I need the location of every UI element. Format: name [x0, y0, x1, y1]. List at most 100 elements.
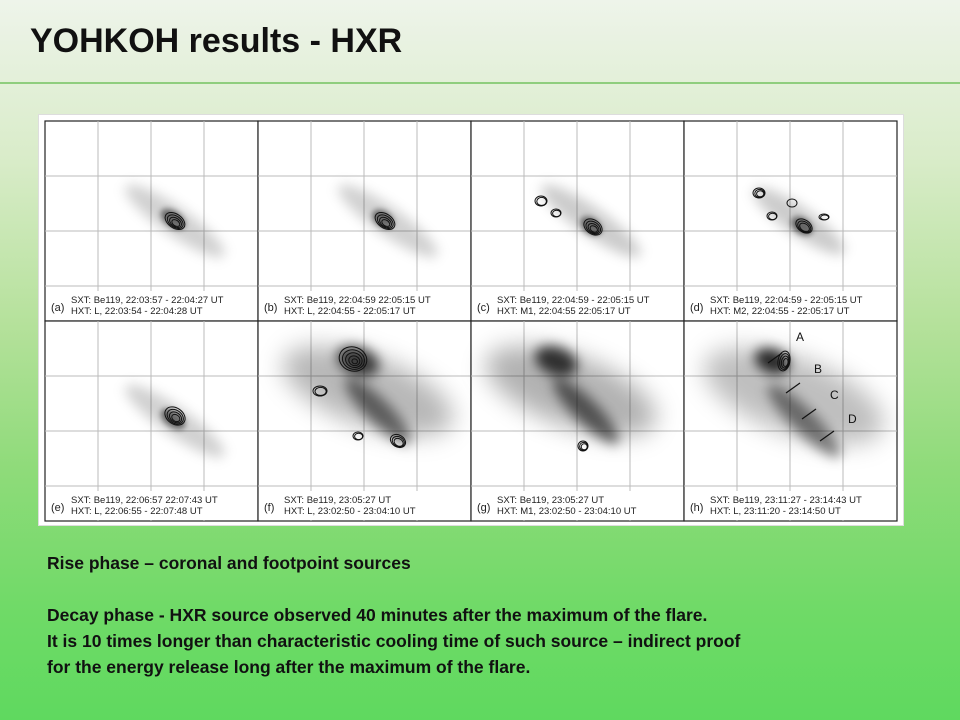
sxt-emission: [703, 347, 885, 445]
hxt-contour: [376, 214, 394, 229]
hxt-contour: [795, 218, 813, 234]
hxt-contour: [820, 214, 830, 221]
hxt-contour: [391, 435, 405, 448]
hxt-label: HXT: L, 22:03:54 - 22:04:28 UT: [71, 306, 203, 317]
panel-letter: (b): [264, 302, 277, 314]
panel-letter: (c): [477, 302, 490, 314]
hxt-contour: [580, 443, 588, 451]
sxt-label: SXT: Be119, 23:05:27 UT: [497, 495, 604, 506]
hxt-contour: [587, 222, 600, 234]
figure-panel: (c) SXT: Be119, 22:04:59 - 22:05:15 UTHXT…: [470, 120, 685, 322]
rise-phase-text: Rise phase – coronal and footpoint sourc…: [47, 553, 411, 573]
hxt-contour: [171, 413, 181, 423]
hxt-contour: [166, 408, 184, 425]
annotation-leader: [801, 408, 817, 420]
hxt-contour: [389, 433, 407, 449]
hxt-contour: [779, 353, 790, 370]
annotation-label: C: [830, 388, 839, 402]
hxt-label: HXT: M1, 22:04:55 22:05:17 UT: [497, 306, 631, 317]
sxt-label: SXT: Be119, 22:03:57 - 22:04:27 UT: [71, 295, 224, 306]
figure-panel: (b) SXT: Be119, 22:04:59 22:05:15 UTHXT: …: [257, 120, 472, 322]
hxt-label: HXT: M2, 22:04:55 - 22:05:17 UT: [710, 306, 850, 317]
figure-panel: (e) SXT: Be119, 22:06:57 22:07:43 UTHXT: …: [44, 320, 259, 522]
hxt-contour: [338, 346, 368, 372]
hxt-contour: [754, 188, 765, 198]
figure-panel: (a) SXT: Be119, 22:03:57 - 22:04:27 UTHXT…: [44, 120, 259, 322]
panel-letter: (f): [264, 502, 274, 514]
hxt-contour: [345, 352, 363, 369]
label-strip: [472, 291, 683, 320]
hxt-contour: [314, 386, 327, 396]
energy-release-text: for the energy release long after the ma…: [47, 657, 531, 677]
sxt-emission: [553, 378, 619, 444]
hxt-contour: [534, 195, 548, 207]
label-strip: [46, 291, 257, 320]
label-strip: [685, 491, 896, 520]
panel-letter: (d): [690, 302, 703, 314]
figure-canvas: (a)SXT: Be119, 22:03:57 - 22:04:27 UTHXT…: [44, 120, 898, 522]
annotation-leader: [767, 352, 783, 364]
hxt-contour: [164, 211, 186, 231]
label-strip: [259, 491, 470, 520]
sxt-label: SXT: Be119, 22:04:59 - 22:05:15 UT: [710, 295, 863, 306]
hxt-contour: [351, 358, 358, 365]
spacer: [47, 576, 927, 602]
slide-body: Rise phase – coronal and footpoint sourc…: [47, 550, 927, 680]
hxt-contour: [768, 212, 778, 221]
figure-panel: (h) SXT: Be119, 23:11:27 - 23:14:43 UTHXT…: [683, 320, 898, 522]
hxt-contour: [536, 196, 547, 206]
panel-letter: (e): [51, 502, 64, 514]
hxt-contour: [381, 219, 391, 227]
hxt-contour: [168, 411, 183, 424]
hxt-contour: [583, 218, 603, 236]
hxt-contour: [354, 432, 364, 441]
decay-phase-text: Decay phase - HXR source observed 40 min…: [47, 605, 708, 625]
hxt-contour: [171, 219, 181, 227]
hxt-label: HXT: M1, 23:02:50 - 23:04:10 UT: [497, 506, 637, 517]
hxt-label: HXT: L, 22:06:55 - 22:07:48 UT: [71, 506, 203, 517]
hxt-label: HXT: L, 22:04:55 - 22:05:17 UT: [284, 306, 416, 317]
hxt-contour: [169, 216, 182, 228]
hxt-contour: [797, 220, 812, 233]
hxt-contour: [348, 355, 361, 367]
yohkoh-figure: (a) SXT: Be119, 22:03:57 - 22:04:27 UT HXT…: [38, 114, 904, 526]
sxt-label: SXT: Be119, 22:04:59 22:05:15 UT: [284, 295, 431, 306]
hxt-contour: [780, 355, 790, 369]
title-divider: [0, 82, 960, 84]
sxt-emission: [345, 378, 411, 444]
hxt-contour: [799, 222, 810, 233]
hxt-contour: [786, 198, 798, 208]
cooling-time-text: It is 10 times longer than characteristi…: [47, 631, 741, 651]
slide-title: YOHKOH results - HXR: [30, 22, 403, 60]
hxt-contour: [374, 211, 396, 231]
hxt-contour: [166, 214, 184, 229]
hxt-contour: [585, 220, 602, 235]
hxt-contour: [393, 437, 404, 447]
sxt-label: SXT: Be119, 23:11:27 - 23:14:43 UT: [710, 495, 862, 506]
hxt-contour: [552, 209, 562, 218]
label-strip: [46, 491, 257, 520]
hxt-label: HXT: L, 23:11:20 - 23:14:50 UT: [710, 506, 841, 517]
hxt-contour: [756, 190, 765, 198]
hxt-contour: [782, 358, 789, 367]
panel-letter: (h): [690, 502, 703, 514]
annotation-leader: [819, 430, 835, 442]
hxt-contour: [341, 349, 365, 370]
label-strip: [685, 291, 896, 320]
annotation-label: A: [796, 330, 804, 344]
sxt-label: SXT: Be119, 22:04:59 - 22:05:15 UT: [497, 295, 650, 306]
annotation-label: D: [848, 412, 857, 426]
panel-letter: (g): [477, 502, 490, 514]
hxt-contour: [589, 225, 598, 233]
hxt-contour: [312, 385, 328, 397]
hxt-label: HXT: L, 23:02:50 - 23:04:10 UT: [284, 506, 416, 517]
sxt-label: SXT: Be119, 23:05:27 UT: [284, 495, 391, 506]
hxt-contour: [752, 187, 766, 199]
panel-letter: (a): [51, 302, 64, 314]
annotation-leader: [785, 382, 801, 394]
hxt-contour: [777, 350, 791, 372]
label-strip: [259, 291, 470, 320]
label-strip: [472, 491, 683, 520]
sxt-emission: [534, 345, 578, 377]
